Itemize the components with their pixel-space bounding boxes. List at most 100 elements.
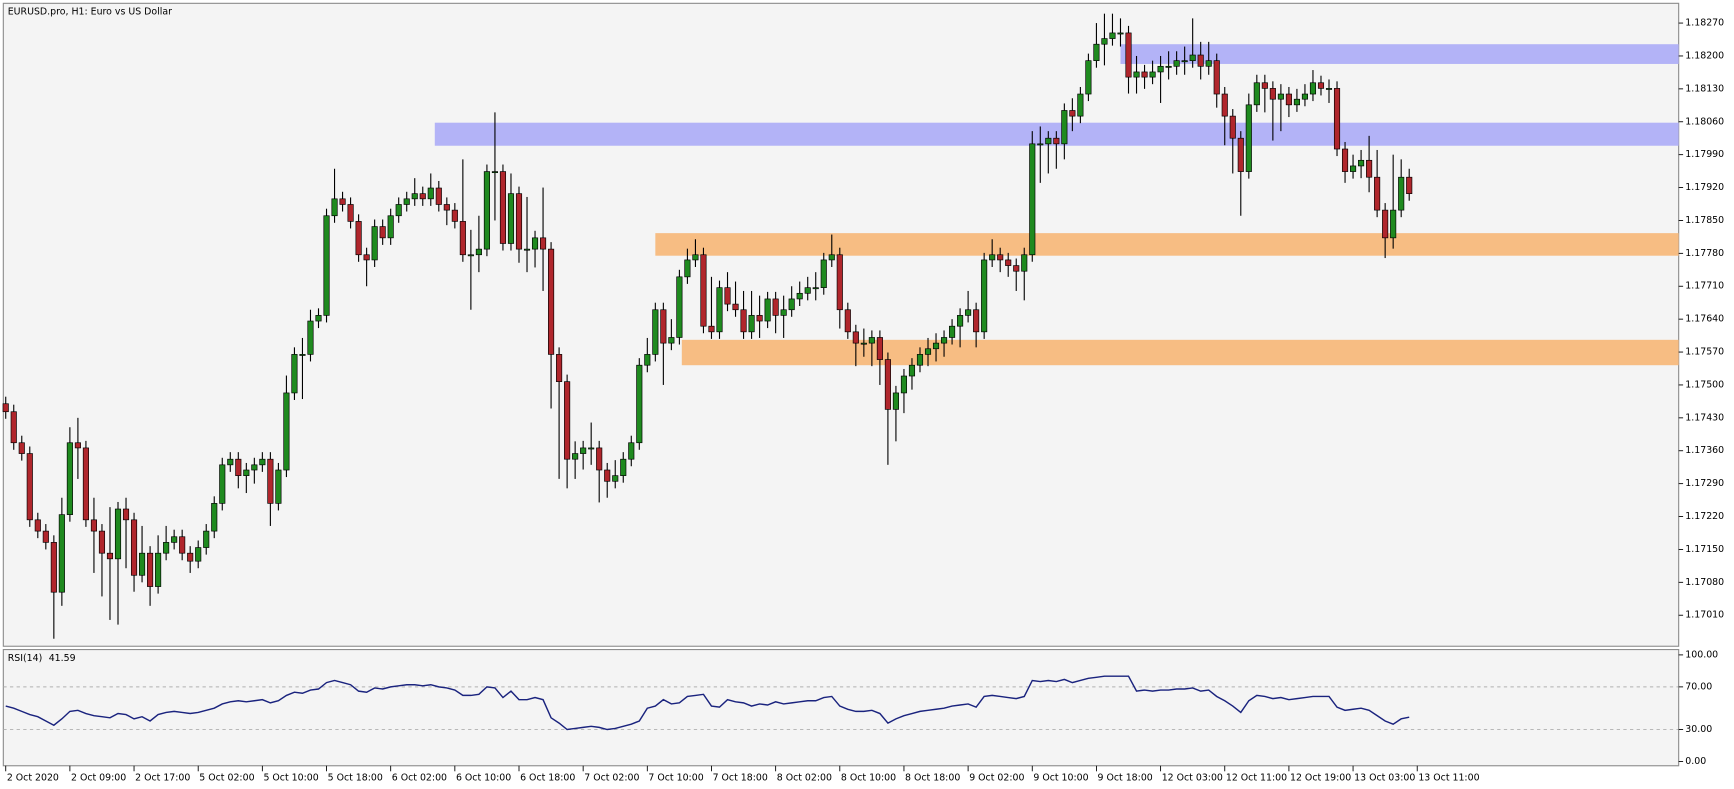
x-tick-label: 5 Oct 02:00 <box>199 772 254 783</box>
candle-body <box>1133 71 1140 78</box>
candle-body <box>548 248 555 355</box>
candle-body <box>459 221 466 256</box>
candle-body <box>147 552 154 587</box>
candle-body <box>1109 32 1116 39</box>
candle-body <box>1093 43 1100 61</box>
candle-body <box>852 331 859 344</box>
candle-body <box>940 337 948 344</box>
candle-body <box>235 458 242 476</box>
x-tick-label: 9 Oct 02:00 <box>969 772 1024 783</box>
candle-body <box>1021 254 1028 272</box>
candle-body <box>820 259 827 288</box>
candle-body <box>2 403 9 413</box>
y-tick-label: 100.00 <box>1685 649 1718 660</box>
rsi-plot <box>2 649 1680 767</box>
candle-body <box>371 226 378 261</box>
x-tick-label: 2 Oct 09:00 <box>71 772 126 783</box>
candle-body <box>844 309 851 333</box>
main-plot <box>2 2 1680 647</box>
x-tick-label: 13 Oct 03:00 <box>1354 772 1415 783</box>
candle-body <box>58 514 65 593</box>
y-tick-label: 1.17570 <box>1685 347 1724 358</box>
candle-body <box>1341 148 1349 172</box>
candle-body <box>684 259 691 278</box>
y-tick-label: 0.00 <box>1685 756 1706 767</box>
candle-body <box>788 298 795 311</box>
candle-body <box>323 215 330 316</box>
candle-body <box>973 309 980 333</box>
candle-body <box>163 542 170 554</box>
candle-body <box>315 315 322 322</box>
y-tick-label: 70.00 <box>1685 681 1712 692</box>
candle-body <box>1117 32 1124 35</box>
candle-body <box>1325 88 1333 90</box>
candle-body <box>1317 82 1325 89</box>
candle-body <box>1406 176 1413 194</box>
candle-body <box>564 381 571 460</box>
candle-body <box>483 171 490 250</box>
candle-body <box>227 458 234 466</box>
candle-body <box>588 447 595 450</box>
candle-body <box>403 198 410 205</box>
candle-body <box>347 204 354 222</box>
candle-body <box>812 287 819 290</box>
candle-body <box>1293 98 1300 106</box>
candle-body <box>122 508 130 521</box>
candle-body <box>884 359 891 410</box>
candle-body <box>1285 93 1292 106</box>
candle-body <box>772 298 779 316</box>
candle-body <box>171 536 178 543</box>
candle-body <box>387 215 394 239</box>
candle-body <box>716 287 723 333</box>
candle-body <box>1157 65 1164 73</box>
candle-body <box>339 198 346 205</box>
candle-body <box>644 354 651 366</box>
candle-body <box>211 503 218 532</box>
zone <box>681 339 1679 366</box>
candle-body <box>1061 110 1068 145</box>
y-tick-label: 1.17990 <box>1685 149 1724 160</box>
candle-body <box>796 292 803 300</box>
candle-body <box>507 193 515 244</box>
candle-body <box>1069 110 1076 117</box>
candle-body <box>828 254 835 261</box>
candle-body <box>443 204 450 211</box>
y-tick-label: 1.17780 <box>1685 248 1724 259</box>
candle-body <box>636 364 643 444</box>
y-tick-label: 1.17430 <box>1685 412 1724 423</box>
y-tick-label: 1.17850 <box>1685 215 1724 226</box>
candle-body <box>203 530 210 548</box>
candle-body <box>596 447 603 471</box>
candle-body <box>700 254 707 327</box>
candle-body <box>539 237 547 250</box>
x-tick-label: 6 Oct 02:00 <box>392 772 447 783</box>
y-tick-label: 1.18200 <box>1685 50 1724 61</box>
rsi-current-value: 41.59 <box>49 653 76 664</box>
y-tick-label: 1.17640 <box>1685 314 1724 325</box>
candle-body <box>1013 265 1020 272</box>
candle-body <box>740 309 747 333</box>
candle-body <box>355 221 362 256</box>
x-tick-label: 8 Oct 18:00 <box>905 772 960 783</box>
candle-body <box>451 209 458 222</box>
candle-body <box>26 453 33 521</box>
candle-body <box>748 315 755 333</box>
candle-body <box>1213 60 1220 95</box>
candle-body <box>34 519 41 532</box>
candle-body <box>195 547 202 562</box>
zone <box>1120 44 1679 64</box>
candle-body <box>1085 60 1092 95</box>
x-tick-label: 8 Oct 10:00 <box>841 772 896 783</box>
candle-body <box>957 315 964 327</box>
candle-body <box>179 536 186 554</box>
rsi-line <box>5 675 1410 731</box>
candle-body <box>1333 88 1341 150</box>
candle-body <box>395 204 402 217</box>
candle-body <box>692 254 699 261</box>
candle-body <box>307 320 314 355</box>
x-tick-label: 5 Oct 18:00 <box>328 772 383 783</box>
y-tick-label: 1.17500 <box>1685 379 1724 390</box>
candle-body <box>949 325 956 338</box>
